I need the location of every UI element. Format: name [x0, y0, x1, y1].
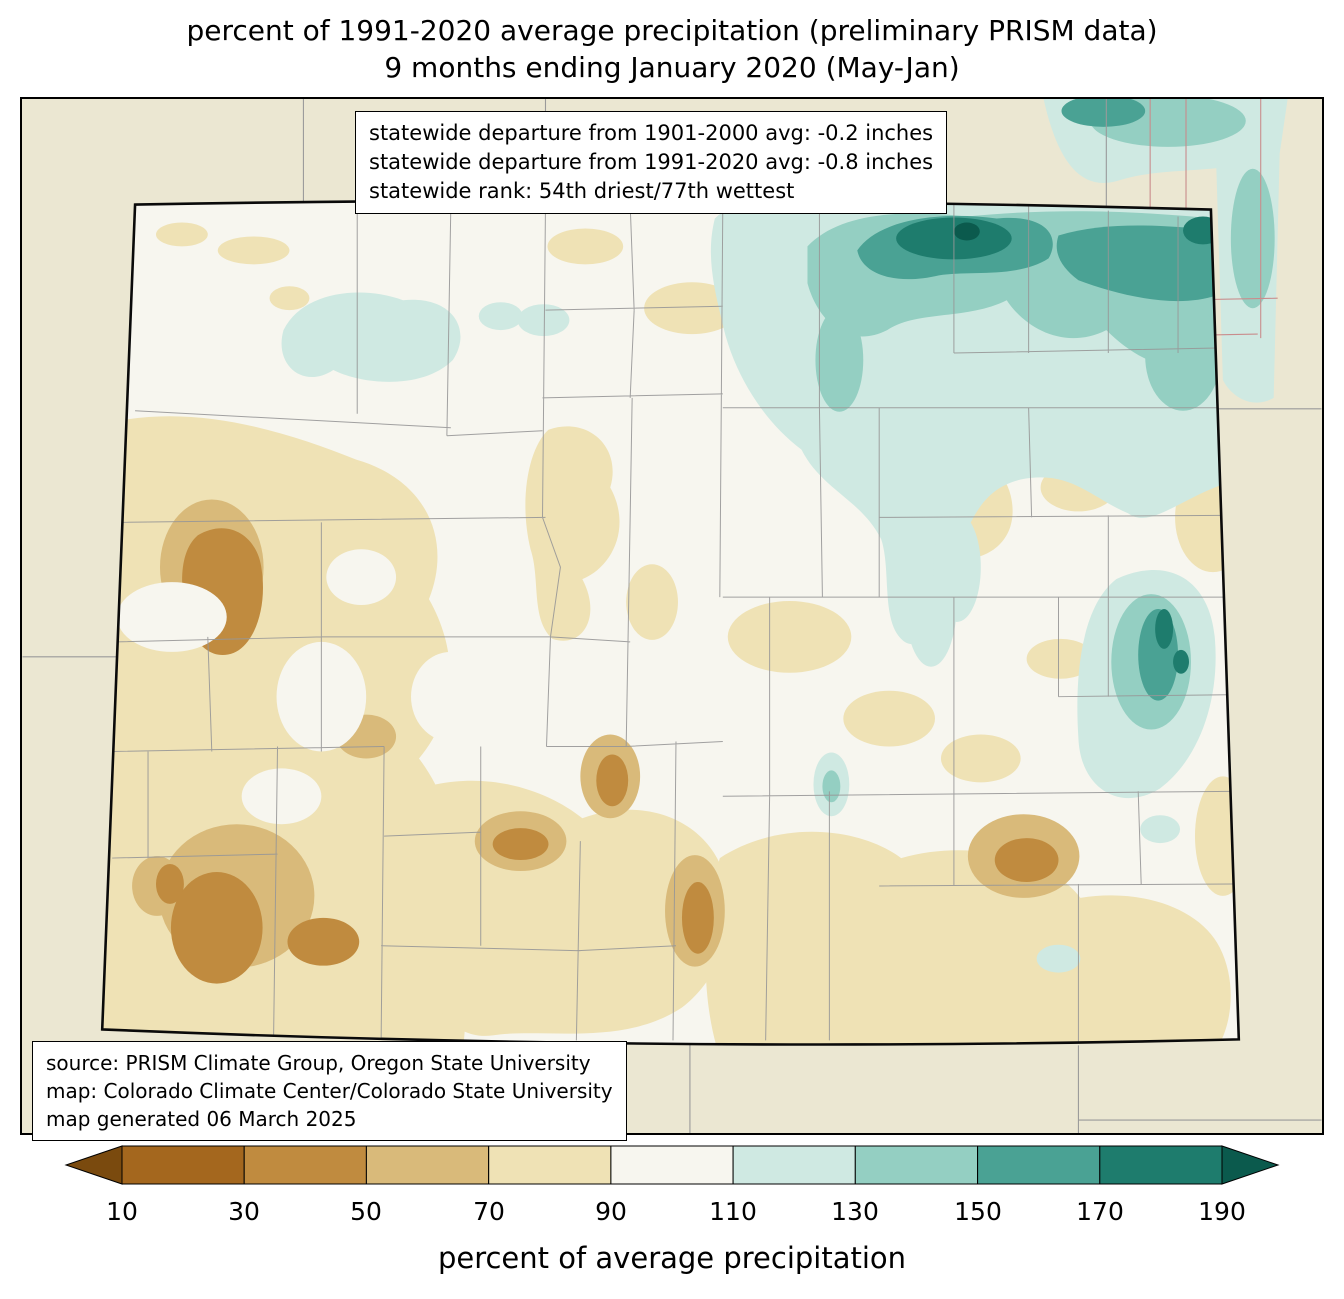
- county-boundaries: [112, 204, 1233, 1045]
- figure-title: percent of 1991-2020 average precipitati…: [0, 12, 1344, 86]
- out-of-state-shading: [1043, 99, 1288, 403]
- shade-above-normal: [281, 200, 1228, 973]
- tick-70: 70: [473, 1197, 505, 1226]
- colorbar: 10 30 50 70 90 110 130 150 170 190 perce…: [0, 1138, 1344, 1299]
- tick-50: 50: [350, 1197, 382, 1226]
- source-line-3: map generated 06 March 2025: [46, 1107, 357, 1131]
- tick-170: 170: [1076, 1197, 1124, 1226]
- colorbar-segments: [64, 1145, 1280, 1185]
- colorbar-tick-labels: 10 30 50 70 90 110 130 150 170 190: [106, 1197, 1246, 1226]
- colorbar-axis-label: percent of average precipitation: [438, 1241, 906, 1275]
- shade-30-50: [155, 528, 1059, 984]
- tick-110: 110: [709, 1197, 757, 1226]
- stats-line-1: statewide departure from 1901-2000 avg: …: [369, 121, 934, 145]
- map-canvas: statewide departure from 1901-2000 avg: …: [20, 97, 1324, 1141]
- stats-line-3: statewide rank: 54th driest/77th wettest: [369, 179, 795, 203]
- tick-130: 130: [831, 1197, 879, 1226]
- source-attribution-box: source: PRISM Climate Group, Oregon Stat…: [32, 1041, 627, 1141]
- tick-10: 10: [106, 1197, 138, 1226]
- tick-190: 190: [1198, 1197, 1246, 1226]
- figure-title-line2: 9 months ending January 2020 (May-Jan): [384, 51, 960, 84]
- source-line-2: map: Colorado Climate Center/Colorado St…: [46, 1079, 613, 1103]
- tick-150: 150: [954, 1197, 1002, 1226]
- statewide-stats-box: statewide departure from 1901-2000 avg: …: [355, 111, 948, 214]
- colorado-precip-map: [22, 99, 1322, 1133]
- source-line-1: source: PRISM Climate Group, Oregon Stat…: [46, 1051, 591, 1075]
- precip-shading: [102, 200, 1239, 1045]
- figure-title-line1: percent of 1991-2020 average precipitati…: [186, 14, 1158, 47]
- tick-90: 90: [595, 1197, 627, 1226]
- stats-line-2: statewide departure from 1991-2020 avg: …: [369, 150, 934, 174]
- tick-30: 30: [228, 1197, 260, 1226]
